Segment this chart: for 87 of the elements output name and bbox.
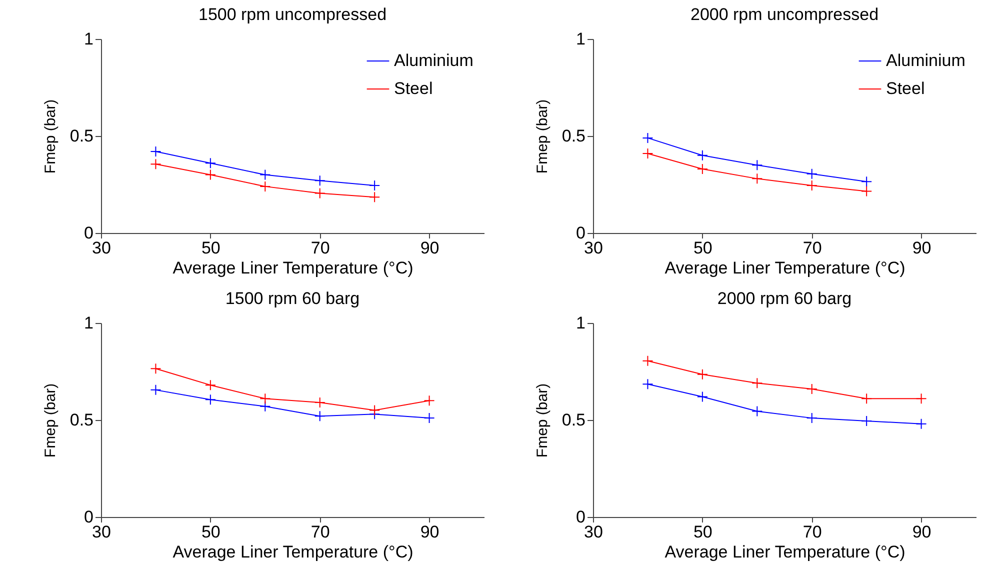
y-tick-label: 1 — [576, 314, 586, 332]
x-tick-label: 30 — [92, 238, 111, 258]
x-tick-label: 50 — [693, 522, 712, 542]
y-tick-label: 0 — [84, 508, 94, 526]
point — [861, 393, 872, 404]
point — [260, 169, 271, 180]
point — [642, 132, 654, 144]
x-axis-title: Average Liner Temperature (°C) — [664, 542, 906, 562]
legend-label: Aluminium — [394, 51, 474, 70]
x-tick-label: 50 — [201, 522, 220, 542]
point — [204, 394, 216, 406]
y-axis-title: Fmep (bar) — [42, 99, 59, 174]
chart-title: 2000 rpm 60 barg — [717, 289, 852, 308]
x-tick-label: 90 — [912, 522, 932, 542]
point — [260, 393, 271, 404]
x-tick-label: 30 — [584, 522, 603, 542]
y-tick-label: 1 — [576, 30, 586, 48]
point — [314, 410, 326, 422]
x-tick-label: 70 — [310, 238, 330, 258]
point — [806, 168, 818, 180]
point — [752, 378, 763, 389]
y-tick-label: 0 — [576, 224, 586, 242]
chart-title: 1500 rpm 60 barg — [225, 289, 360, 308]
point — [696, 150, 708, 161]
chart-title: 2000 rpm uncompressed — [690, 5, 879, 24]
y-axis-title: Fmep (bar) — [534, 383, 551, 458]
point — [204, 158, 216, 169]
point — [696, 368, 708, 380]
x-tick-label: 50 — [693, 238, 712, 258]
y-axis-title: Fmep (bar) — [534, 99, 551, 174]
y-axis-title: Fmep (bar) — [42, 383, 59, 458]
point — [369, 192, 380, 203]
point — [260, 400, 271, 412]
legend-label: Steel — [394, 79, 433, 98]
y-tick-label: 0.5 — [562, 410, 586, 430]
x-axis-title: Average Liner Temperature (°C) — [172, 542, 414, 562]
point — [752, 173, 763, 184]
point — [806, 412, 818, 424]
point — [916, 418, 927, 430]
legend-label: Steel — [886, 79, 925, 98]
point — [861, 176, 872, 188]
x-axis-title: Average Liner Temperature (°C) — [664, 258, 906, 278]
point — [642, 378, 654, 390]
point — [260, 180, 271, 192]
legend-label: Aluminium — [886, 51, 966, 70]
x-tick-label: 70 — [802, 238, 822, 258]
point — [696, 391, 708, 402]
x-tick-label: 90 — [420, 522, 440, 542]
point — [314, 397, 326, 408]
point — [204, 380, 216, 391]
point — [642, 355, 654, 366]
y-tick-label: 0.5 — [70, 126, 94, 146]
y-tick-label: 0.5 — [562, 126, 586, 146]
point — [314, 188, 326, 199]
point — [204, 169, 216, 180]
point — [806, 180, 818, 191]
y-tick-label: 0.5 — [70, 410, 94, 430]
point — [150, 158, 162, 170]
point — [861, 186, 872, 197]
x-tick-label: 30 — [92, 522, 111, 542]
point — [314, 175, 326, 186]
y-tick-label: 1 — [84, 314, 94, 332]
x-tick-label: 30 — [584, 238, 603, 258]
point — [642, 148, 654, 159]
point — [916, 393, 927, 404]
point — [150, 146, 162, 158]
y-tick-label: 0 — [84, 224, 94, 242]
point — [424, 412, 435, 424]
y-tick-label: 0 — [576, 508, 586, 526]
point — [752, 406, 763, 417]
point — [861, 415, 872, 426]
chart-title: 1500 rpm uncompressed — [198, 5, 387, 24]
x-tick-label: 90 — [420, 238, 440, 258]
point — [150, 363, 162, 374]
point — [424, 395, 435, 406]
point — [806, 383, 818, 394]
x-axis-title: Average Liner Temperature (°C) — [172, 258, 414, 278]
point — [752, 160, 763, 171]
point — [369, 404, 380, 416]
point — [150, 384, 162, 396]
x-tick-label: 50 — [201, 238, 220, 258]
x-tick-label: 90 — [912, 238, 932, 258]
x-tick-label: 70 — [802, 522, 822, 542]
y-tick-label: 1 — [84, 30, 94, 48]
x-tick-label: 70 — [310, 522, 330, 542]
point — [696, 163, 708, 174]
point — [369, 180, 380, 191]
